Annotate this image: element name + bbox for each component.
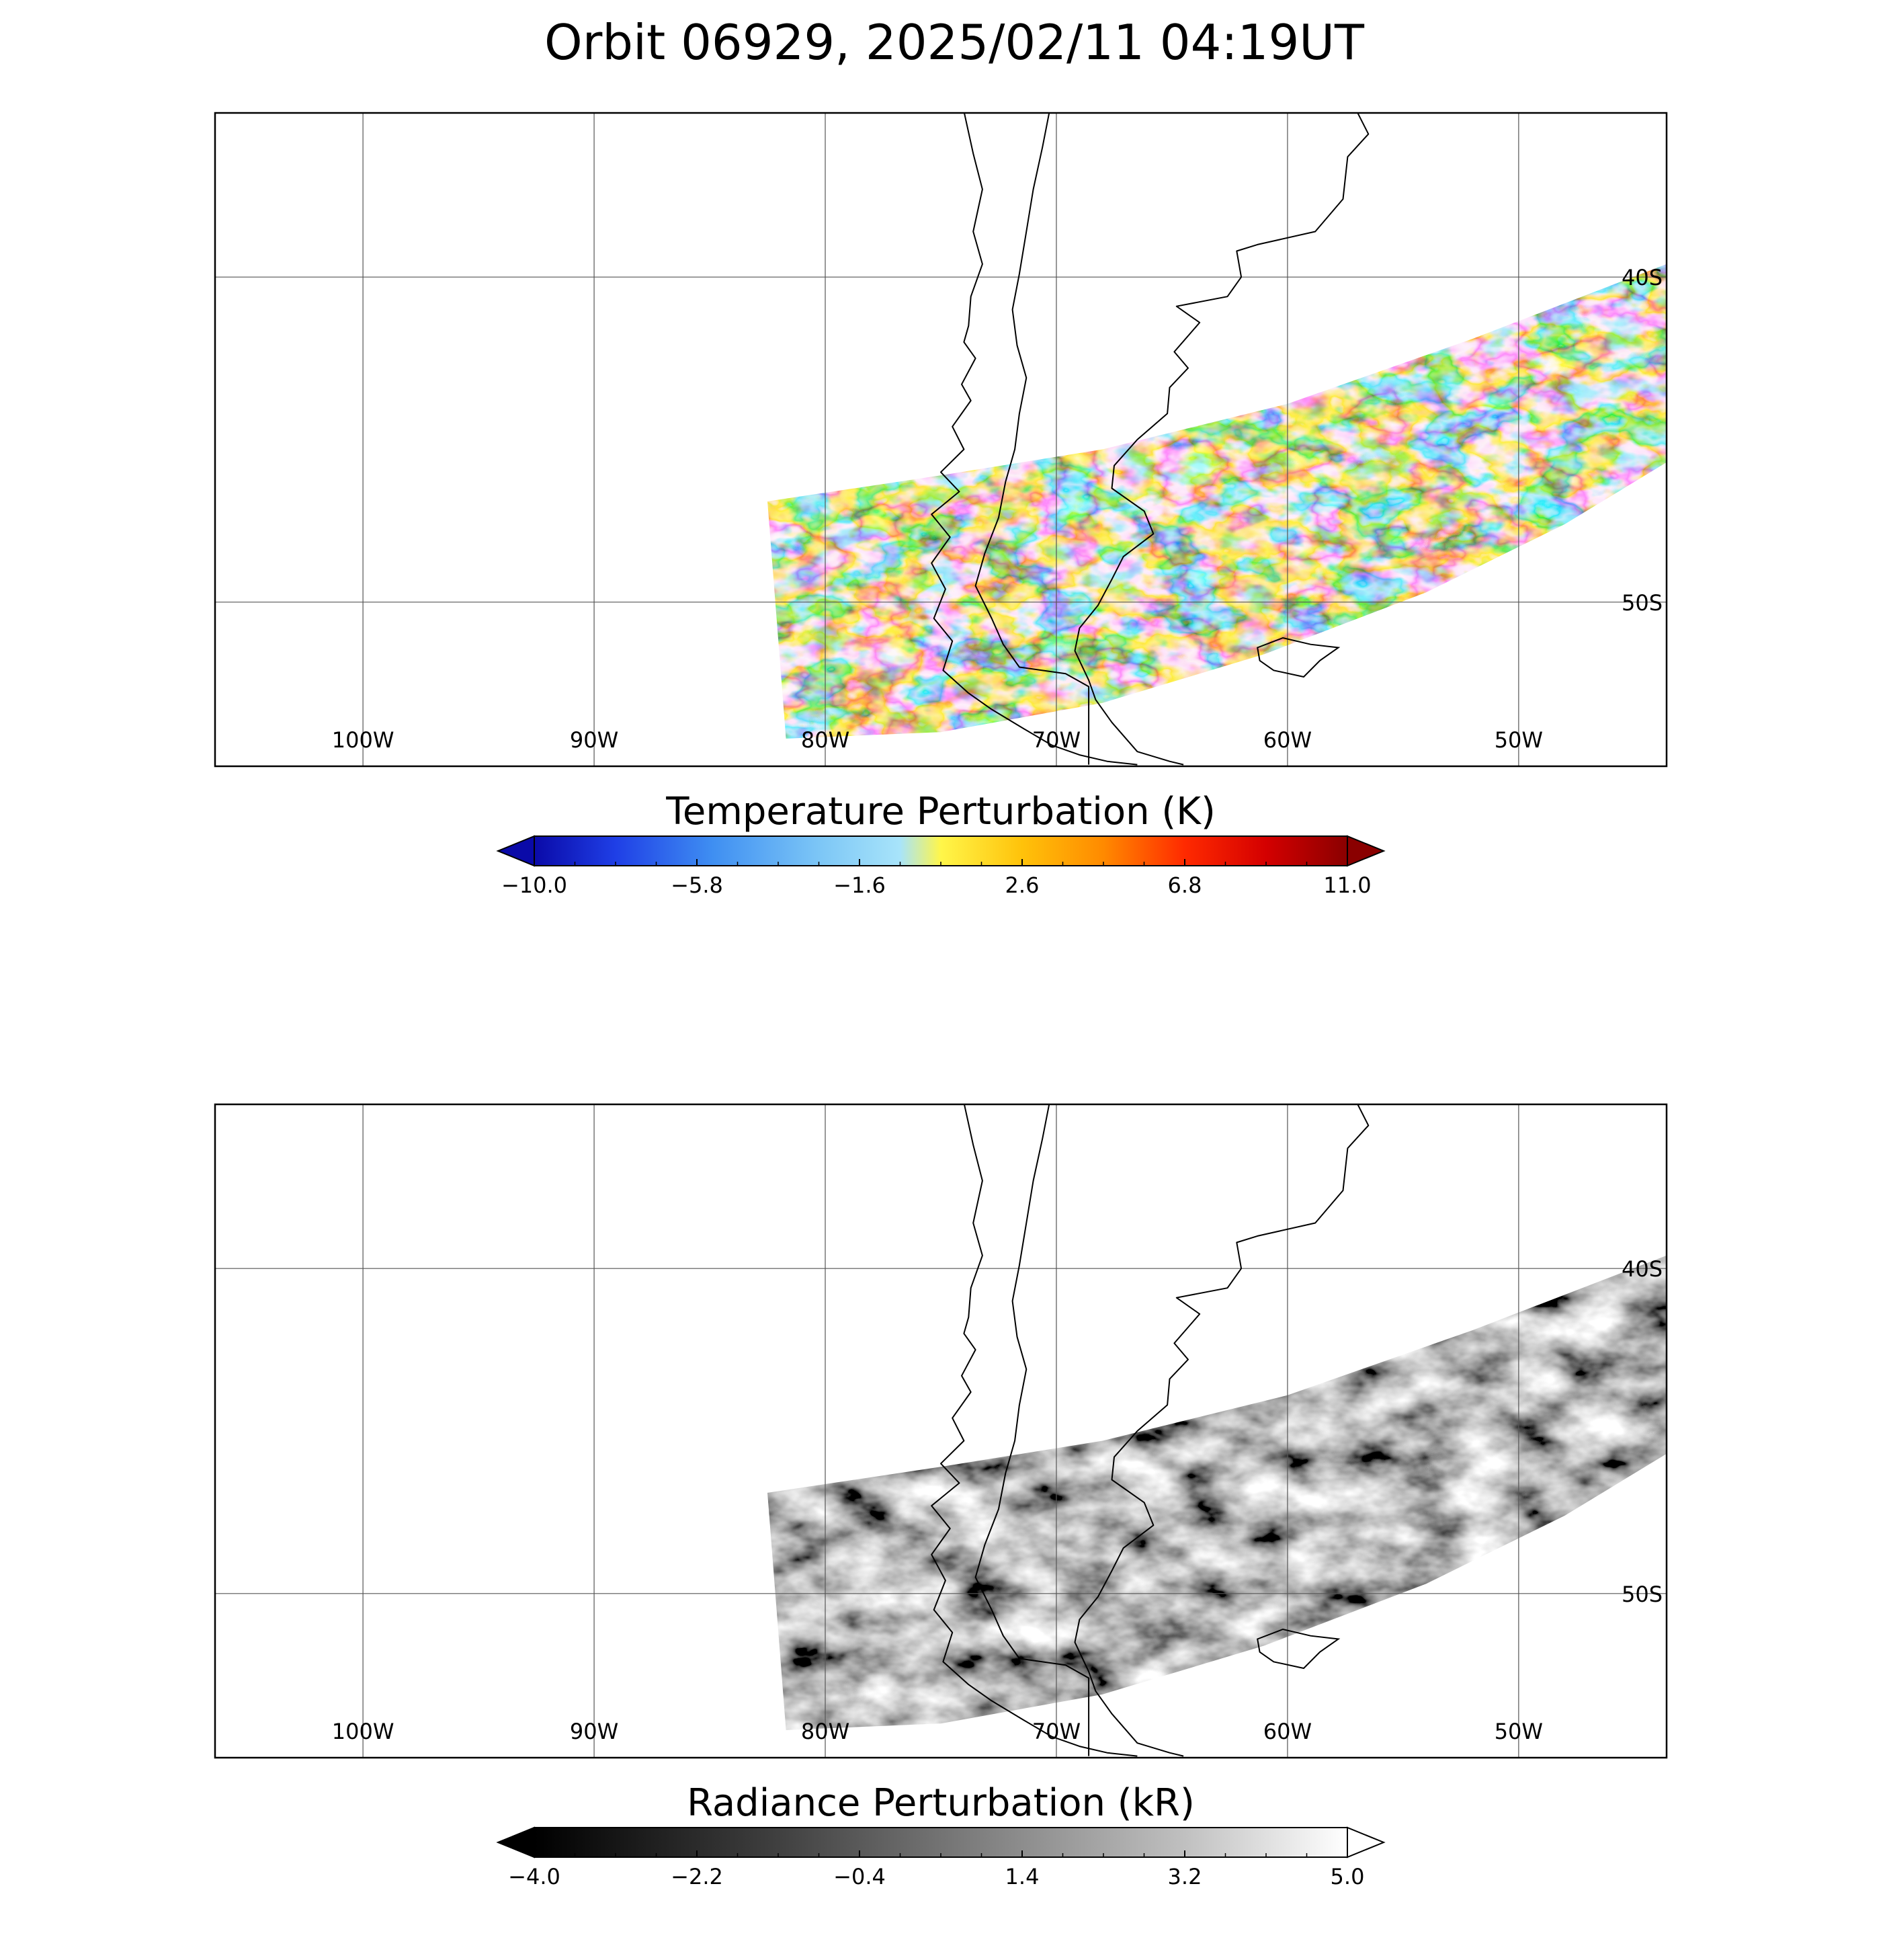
colorbar-tick-label: 2.6 <box>1005 872 1040 898</box>
temperature-map-panel: 100W 90W 80W 70W 60W 50W 40S 50S <box>214 112 1668 768</box>
radiance-map-panel: 100W 90W 80W 70W 60W 50W 40S 50S <box>214 1103 1668 1759</box>
coastline-path <box>931 1104 1138 1757</box>
longitude-label: 60W <box>1263 1719 1312 1744</box>
longitude-label: 70W <box>1032 727 1081 753</box>
colorbar-extend-min-arrow <box>496 835 535 867</box>
temperature-colorbar: Temperature Perturbation (K) −10.0 −5.8 −1… <box>496 790 1386 898</box>
longitude-label: 60W <box>1263 727 1312 753</box>
map-frame <box>214 1103 1668 1759</box>
longitude-label: 50W <box>1495 1719 1543 1744</box>
coastline-path <box>1074 1104 1370 1757</box>
border-line <box>974 1104 1090 1756</box>
latitude-label: 40S <box>1622 1256 1663 1282</box>
longitude-label: 100W <box>332 1719 394 1744</box>
colorbar-extend-min-arrow <box>496 1826 535 1859</box>
colorbar-tick-label: −4.0 <box>508 1864 560 1889</box>
island-outline <box>1257 1628 1341 1670</box>
colorbar-tick-label: 3.2 <box>1168 1864 1202 1889</box>
coastline <box>931 113 1370 766</box>
colorbar-tick-label: −1.6 <box>833 872 886 898</box>
coastline <box>931 1104 1370 1757</box>
colorbar-tick-label: 1.4 <box>1005 1864 1040 1889</box>
radiance-colorbar: Radiance Perturbation (kR) −4.0 −2.2 −0.4 1… <box>496 1781 1386 1889</box>
longitude-label: 50W <box>1495 727 1543 753</box>
colorbar-scale <box>534 1827 1348 1858</box>
map-frame <box>214 112 1668 768</box>
figure-title: Orbit 06929, 2025/02/11 04:19UT <box>544 14 1365 71</box>
latitude-label: 40S <box>1622 265 1663 290</box>
colorbar-tick-label: 5.0 <box>1331 1864 1365 1889</box>
colorbar-tick-label: −10.0 <box>501 872 567 898</box>
map-axis-labels: 100W 90W 80W 70W 60W 50W 40S 50S <box>332 1256 1663 1744</box>
coastline-path <box>931 113 1138 766</box>
longitude-label: 90W <box>570 1719 618 1744</box>
island-outline <box>1257 637 1341 678</box>
coastline-path <box>1074 113 1370 766</box>
colorbar-tick-label: −2.2 <box>671 1864 723 1889</box>
longitude-label: 90W <box>570 727 618 753</box>
longitude-label: 100W <box>332 727 394 753</box>
colorbar-tick-label: −0.4 <box>833 1864 886 1889</box>
colorbar-tick-label: 6.8 <box>1168 872 1202 898</box>
colorbar-tick-label: −5.8 <box>671 872 723 898</box>
colorbar-extend-max-arrow <box>1347 1826 1386 1859</box>
longitude-label: 80W <box>801 1719 849 1744</box>
longitude-label: 70W <box>1032 1719 1081 1744</box>
colorbar-ticks: −10.0 −5.8 −1.6 2.6 6.8 11.0 <box>501 859 1372 898</box>
border-line <box>974 113 1090 765</box>
colorbar-tick-label: 11.0 <box>1323 872 1371 898</box>
colorbar-title: Radiance Perturbation (kR) <box>687 1781 1195 1825</box>
latitude-label: 50S <box>1622 590 1663 616</box>
colorbar-extend-max-arrow <box>1347 835 1386 867</box>
colorbar-title: Temperature Perturbation (K) <box>665 790 1216 833</box>
latitude-label: 50S <box>1622 1582 1663 1607</box>
map-gridlines <box>215 1104 1667 1758</box>
colorbar-ticks: −4.0 −2.2 −0.4 1.4 3.2 5.0 <box>508 1850 1364 1889</box>
colorbar-scale <box>534 835 1348 866</box>
map-axis-labels: 100W 90W 80W 70W 60W 50W 40S 50S <box>332 265 1663 753</box>
longitude-label: 80W <box>801 727 849 753</box>
